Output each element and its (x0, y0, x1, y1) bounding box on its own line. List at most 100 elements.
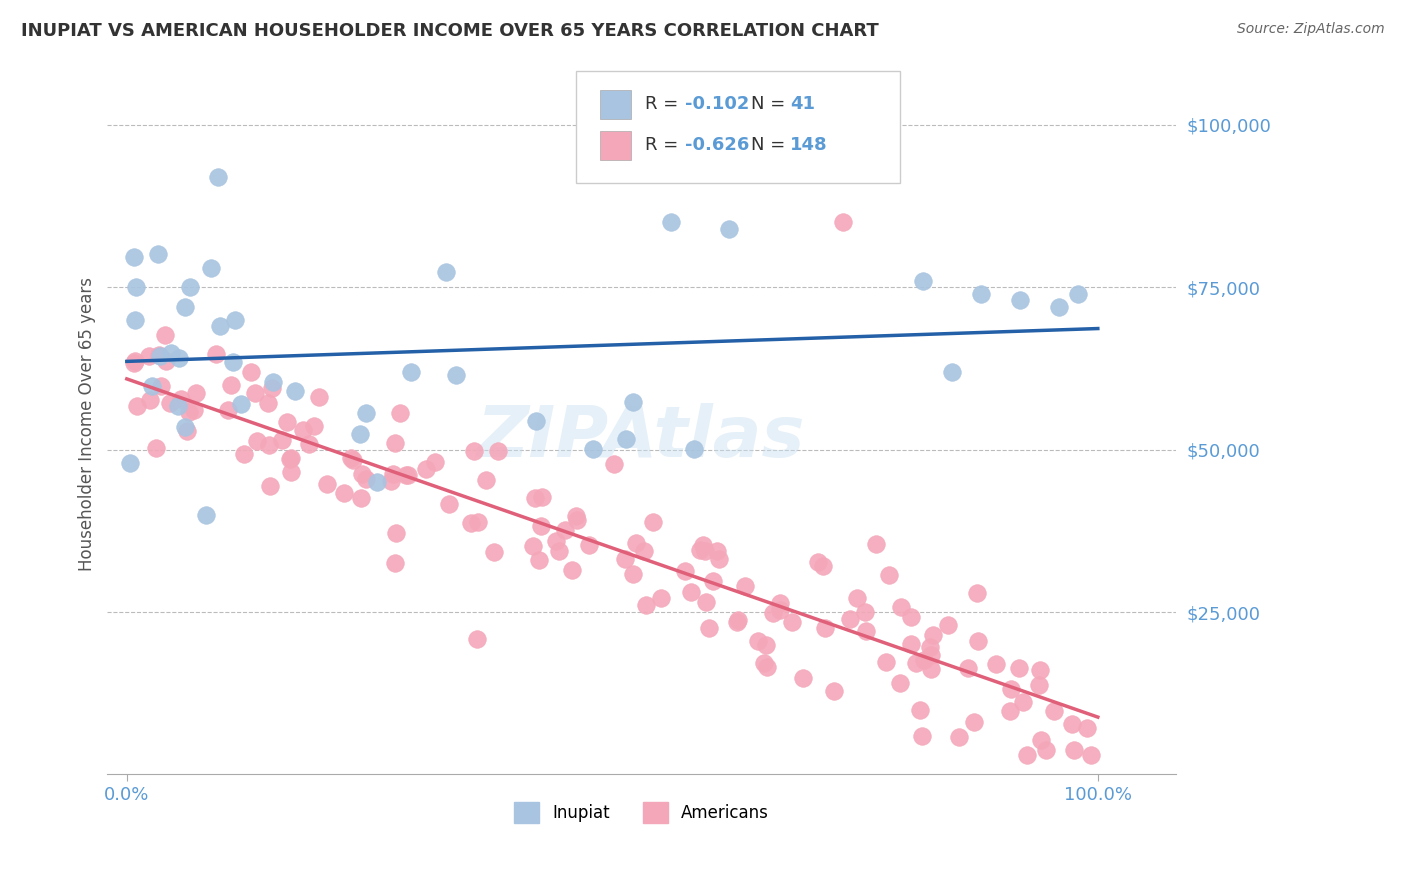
Point (792, 671, 814, 685)
Point (139, 392, 162, 407)
Point (308, 390, 330, 404)
Point (1010, 293, 1032, 308)
Point (194, 508, 217, 522)
Point (967, 634, 990, 648)
Point (683, 442, 706, 456)
Point (920, 662, 942, 676)
Point (467, 515, 489, 529)
Point (839, 612, 862, 626)
Point (986, 657, 1008, 672)
Point (463, 444, 485, 458)
Point (437, 497, 460, 511)
Point (707, 551, 730, 566)
Point (389, 406, 412, 420)
Point (734, 579, 756, 593)
Point (1063, 743, 1085, 757)
Point (561, 563, 583, 577)
Text: N =: N = (751, 136, 790, 154)
Point (889, 675, 911, 690)
Y-axis label: Householder Income Over 65 years: Householder Income Over 65 years (79, 277, 96, 571)
Point (1008, 660, 1031, 674)
Point (276, 415, 298, 429)
Point (755, 638, 778, 652)
Point (697, 621, 720, 635)
Point (890, 599, 912, 614)
Point (905, 657, 928, 671)
Point (278, 451, 301, 466)
Point (366, 475, 388, 490)
Point (146, 247, 169, 261)
Point (415, 462, 437, 476)
Point (695, 544, 717, 558)
Point (298, 437, 321, 451)
Point (689, 543, 711, 558)
Point (280, 450, 302, 465)
Point (385, 526, 408, 541)
Point (342, 452, 364, 467)
Point (125, 280, 148, 294)
Point (650, 591, 672, 605)
Point (1011, 695, 1033, 709)
Point (302, 418, 325, 433)
Point (702, 574, 724, 589)
Point (423, 455, 446, 469)
Point (970, 286, 993, 301)
Point (179, 280, 201, 294)
Point (855, 624, 877, 639)
Point (384, 556, 406, 570)
Point (865, 537, 887, 551)
Point (174, 420, 197, 434)
Point (465, 632, 488, 647)
Point (399, 365, 422, 379)
Text: ZIPAtlas: ZIPAtlas (477, 403, 806, 472)
Point (531, 490, 554, 504)
Point (1076, 721, 1098, 735)
Point (755, 659, 778, 673)
Point (948, 731, 970, 745)
Point (218, 403, 240, 417)
Point (578, 537, 600, 551)
Point (260, 381, 283, 395)
Point (486, 443, 509, 458)
Point (626, 536, 648, 550)
Point (124, 354, 146, 368)
Point (582, 442, 605, 456)
Point (354, 406, 377, 420)
Point (679, 585, 702, 599)
Point (554, 523, 576, 537)
Point (262, 375, 284, 389)
Point (474, 473, 496, 487)
Point (349, 427, 371, 442)
Point (125, 400, 148, 414)
Point (382, 467, 405, 482)
Point (240, 365, 263, 379)
Point (396, 468, 419, 483)
Point (633, 544, 655, 558)
Point (530, 518, 553, 533)
Point (1067, 286, 1090, 301)
Point (966, 585, 988, 599)
Point (232, 447, 254, 461)
Point (565, 513, 588, 527)
Point (846, 591, 869, 605)
Point (603, 458, 626, 472)
Point (963, 715, 986, 730)
Point (621, 566, 644, 581)
Point (814, 621, 837, 635)
Point (706, 543, 728, 558)
Point (853, 605, 876, 619)
Point (460, 516, 482, 530)
Point (257, 396, 280, 410)
Text: R =: R = (645, 136, 685, 154)
Point (692, 538, 714, 552)
Point (207, 169, 229, 184)
Point (271, 433, 294, 447)
Point (291, 423, 314, 437)
Point (148, 348, 170, 362)
Point (761, 606, 783, 620)
Text: 41: 41 (790, 95, 815, 113)
Point (395, 467, 418, 482)
Point (922, 628, 945, 642)
Point (339, 450, 361, 465)
Point (141, 379, 163, 393)
